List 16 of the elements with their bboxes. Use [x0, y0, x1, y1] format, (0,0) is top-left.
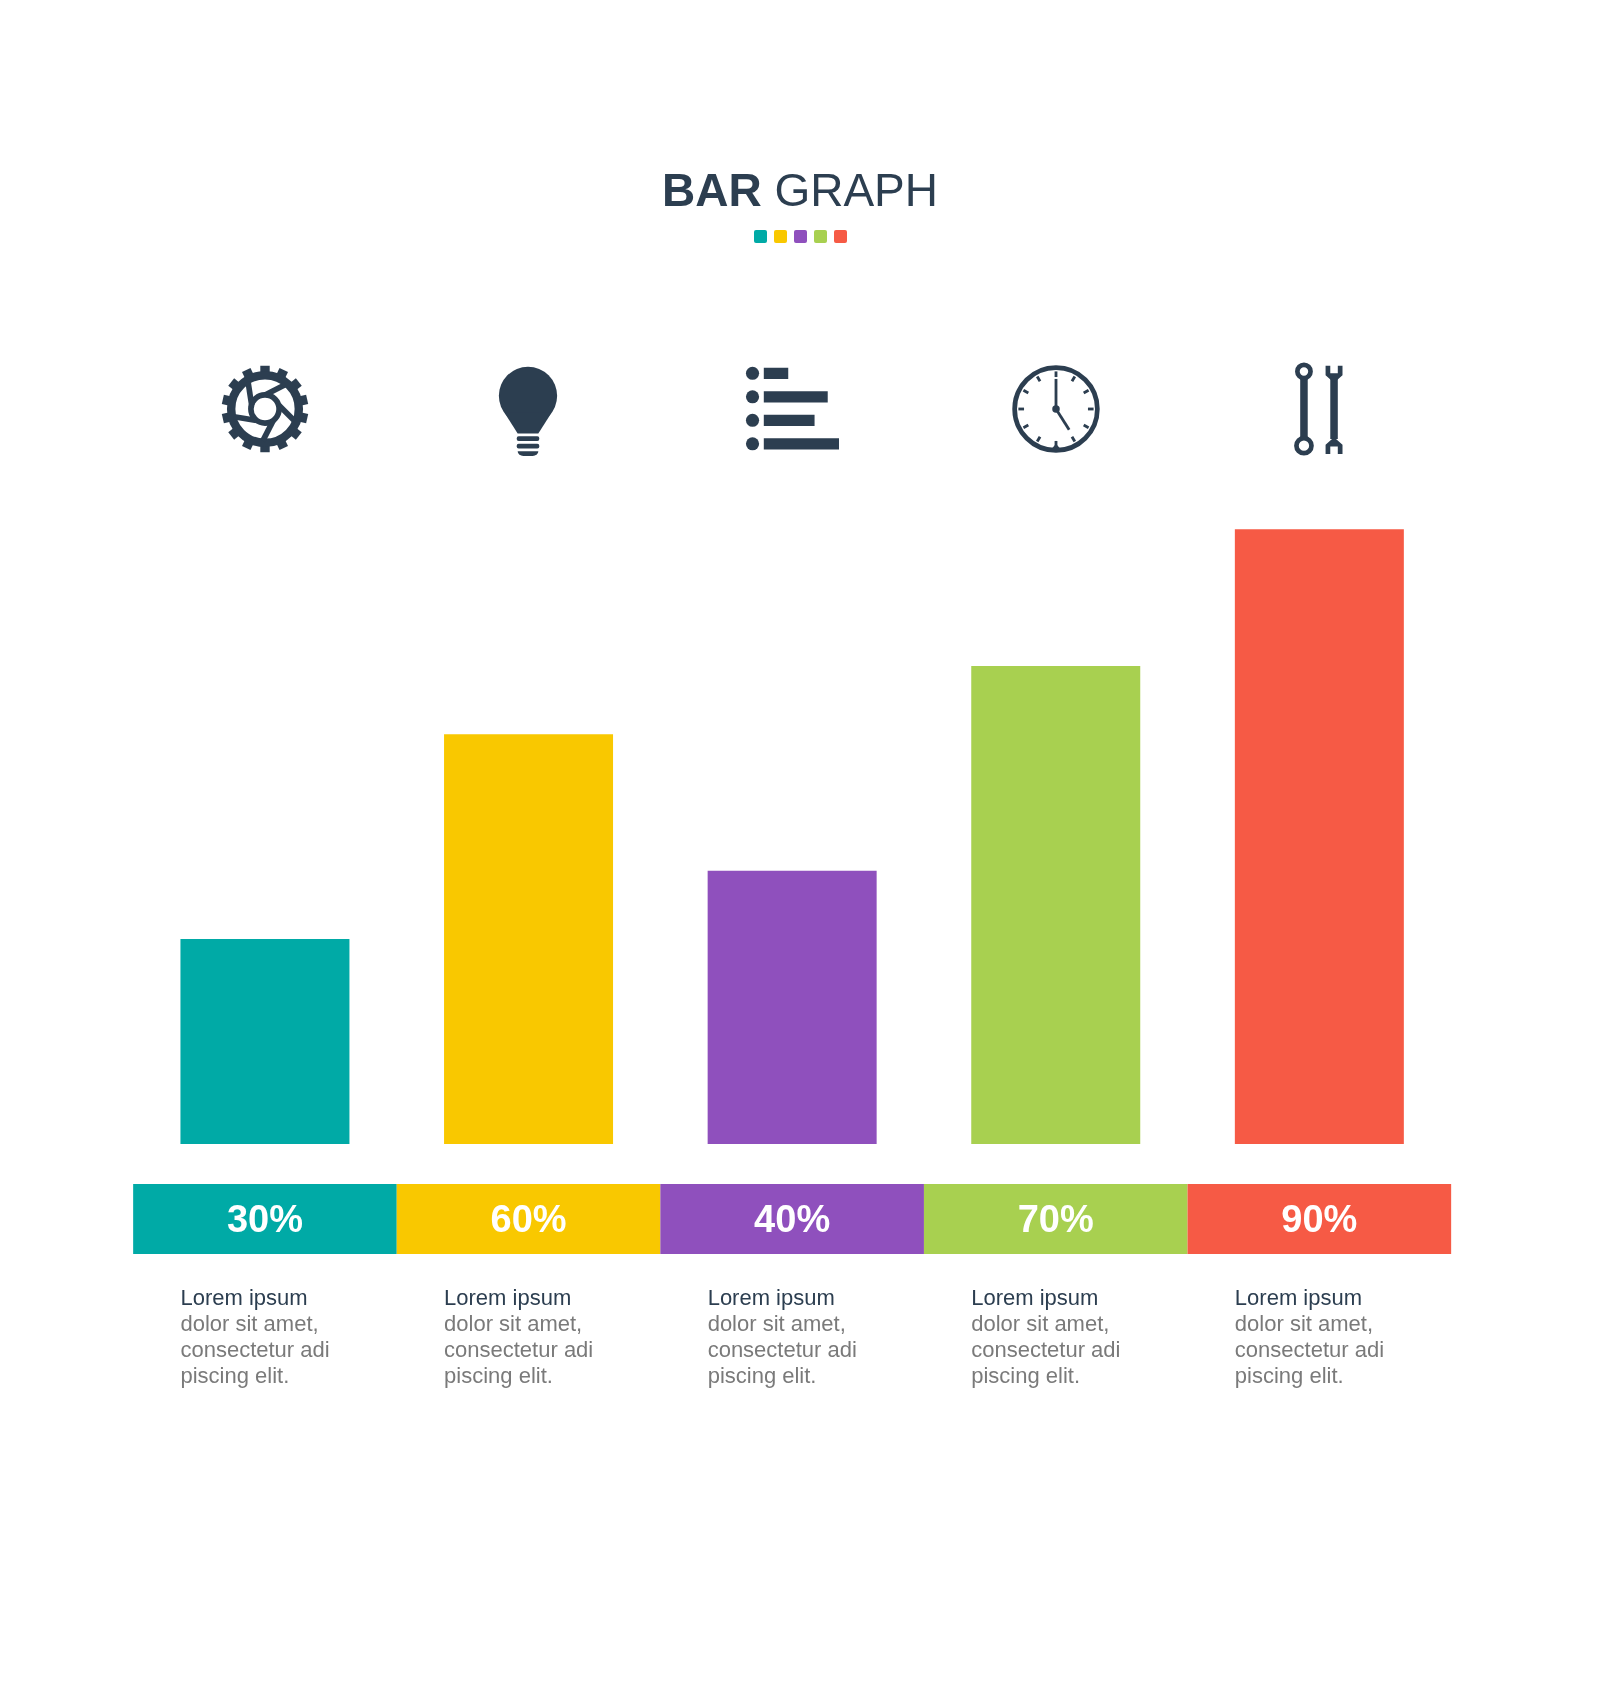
data-label: 90% — [1281, 1198, 1358, 1240]
bar — [971, 665, 1141, 1144]
x-tick-label: Lorem ipsum dolor sit amet, consectetur adi piscing elit. — [707, 1285, 857, 1388]
bar — [1234, 529, 1404, 1144]
chart-title: BAR GRAPH — [661, 164, 939, 216]
x-tick-label: Lorem ipsum dolor sit amet, consectetur adi piscing elit. — [180, 1285, 330, 1388]
x-tick-label: Lorem ipsum dolor sit amet, consectetur adi piscing elit. — [444, 1285, 594, 1388]
data-label: 30% — [226, 1198, 303, 1240]
bar — [180, 939, 350, 1144]
x-tick-label: Lorem ipsum dolor sit amet, consectetur adi piscing elit. — [971, 1285, 1121, 1388]
bar — [444, 734, 614, 1144]
bar — [707, 870, 877, 1144]
data-label: 60% — [490, 1198, 567, 1240]
data-label: 70% — [1017, 1198, 1094, 1240]
x-tick-label: Lorem ipsum dolor sit amet, consectetur adi piscing elit. — [1234, 1285, 1385, 1388]
data-label: 40% — [754, 1198, 831, 1240]
